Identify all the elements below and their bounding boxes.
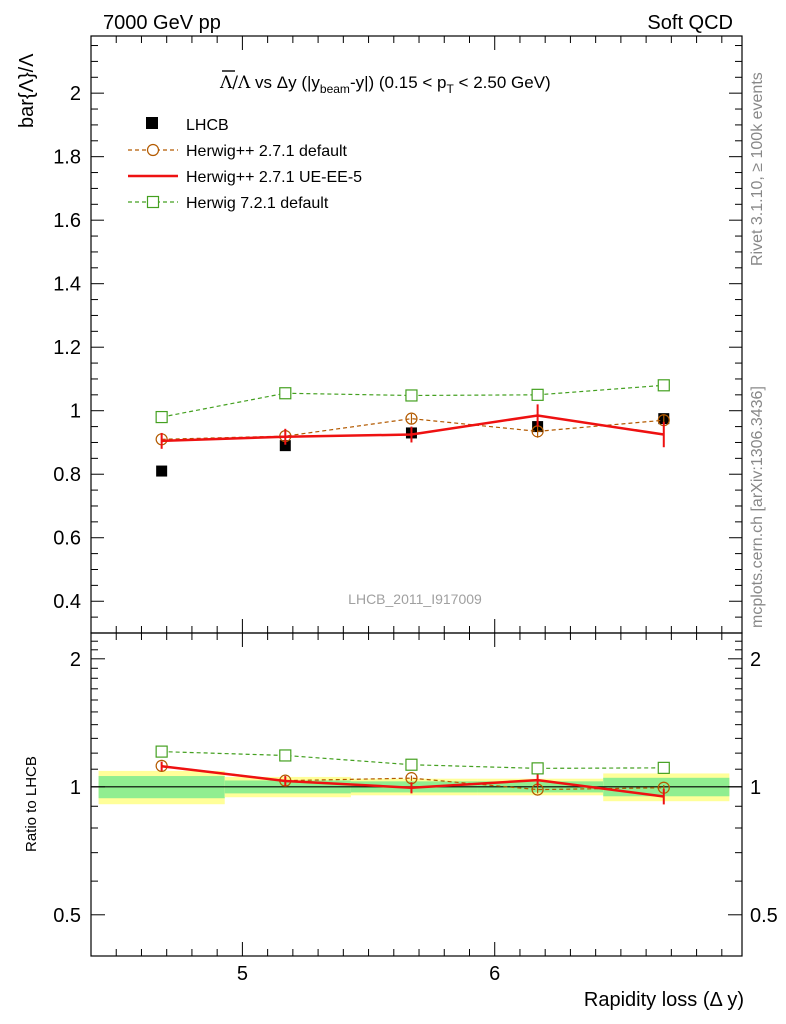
main-y-tick-label: 0.4 <box>53 591 81 613</box>
legend-label-herwigpp-ueee5: Herwig++ 2.7.1 UE-EE-5 <box>186 169 362 186</box>
main-y-tick-label: 0.6 <box>53 528 81 550</box>
marker-herwig7-default <box>531 388 544 401</box>
ratio-y-tick-label-right: 1 <box>750 777 761 799</box>
source-label: mcplots.cern.ch [arXiv:1306.3436] <box>749 386 766 628</box>
ratio-y-tick-label: 0.5 <box>53 905 81 927</box>
x-axis-label: Rapidity loss (Δ y) <box>584 989 744 1011</box>
marker-herwig7-default <box>155 410 168 424</box>
ratio-marker-herwig7-default <box>657 761 670 774</box>
legend-label-herwigpp-default: Herwig++ 2.7.1 default <box>186 143 348 160</box>
x-tick-label: 6 <box>489 963 500 985</box>
ratio-frame <box>90 632 743 957</box>
ratio-y-tick-label: 1 <box>70 777 81 799</box>
legend-marker-lhcb <box>146 117 158 129</box>
legend-label-lhcb: LHCB <box>186 117 229 134</box>
ratio-marker-herwig7-default <box>279 749 292 762</box>
data-point-lhcb <box>156 465 168 477</box>
analysis-id-label: LHCB_2011_I917009 <box>348 591 482 607</box>
ratio-y-axis-label: Ratio to LHCB <box>23 756 40 852</box>
main-panel: 0.4 0.6 0.8 1 1.2 1.4 1.6 1.8 2 Λ/Λ vs Δy (|ybea… <box>16 35 743 634</box>
ratio-marker-herwig7-default <box>405 758 418 771</box>
main-y-tick-label: 0.8 <box>53 464 81 486</box>
legend: LHCB Herwig++ 2.7.1 default Herwig++ 2.7… <box>128 117 362 212</box>
marker-herwig7-default <box>657 379 670 392</box>
data-point-lhcb <box>279 440 291 452</box>
header-right: Soft QCD <box>647 12 733 34</box>
main-y-tick-label: 1.8 <box>53 147 81 169</box>
legend-marker-herwigpp-default <box>146 143 160 157</box>
chart-title: Λ/Λ vs Δy (|ybeam-y|) (0.15 < pT < 2.50 … <box>219 73 551 96</box>
main-y-tick-label: 2 <box>70 83 81 105</box>
ratio-marker-herwig7-default <box>155 745 168 758</box>
ratio-y-tick-label-right: 0.5 <box>750 905 778 927</box>
marker-herwig7-default <box>279 387 292 400</box>
marker-herwigpp-default <box>405 412 418 425</box>
main-y-tick-label: 1.2 <box>53 337 81 359</box>
marker-herwig7-default <box>405 389 418 402</box>
legend-label-herwig7-default: Herwig 7.2.1 default <box>186 195 329 212</box>
main-y-tick-label: 1 <box>70 401 81 423</box>
main-y-tick-label: 1.6 <box>53 210 81 232</box>
ratio-marker-herwig7-default <box>531 762 544 775</box>
main-y-tick-label: 1.4 <box>53 274 81 296</box>
ratio-y-tick-label: 2 <box>70 649 81 671</box>
series-line-herwigpp-default <box>161 418 664 440</box>
legend-marker-herwig7-default <box>146 195 160 209</box>
main-y-axis-label: bar{Λ}/Λ <box>16 53 38 128</box>
rivet-version-label: Rivet 3.1.10, ≥ 100k events <box>749 72 766 266</box>
header-left: 7000 GeV pp <box>103 12 221 34</box>
x-tick-label: 5 <box>237 963 248 985</box>
ratio-panel: 0.5 0.5 1 1 2 2 5 6 Ratio to LHCB Rapidity los… <box>23 632 778 1011</box>
ratio-y-tick-label-right: 2 <box>750 649 761 671</box>
